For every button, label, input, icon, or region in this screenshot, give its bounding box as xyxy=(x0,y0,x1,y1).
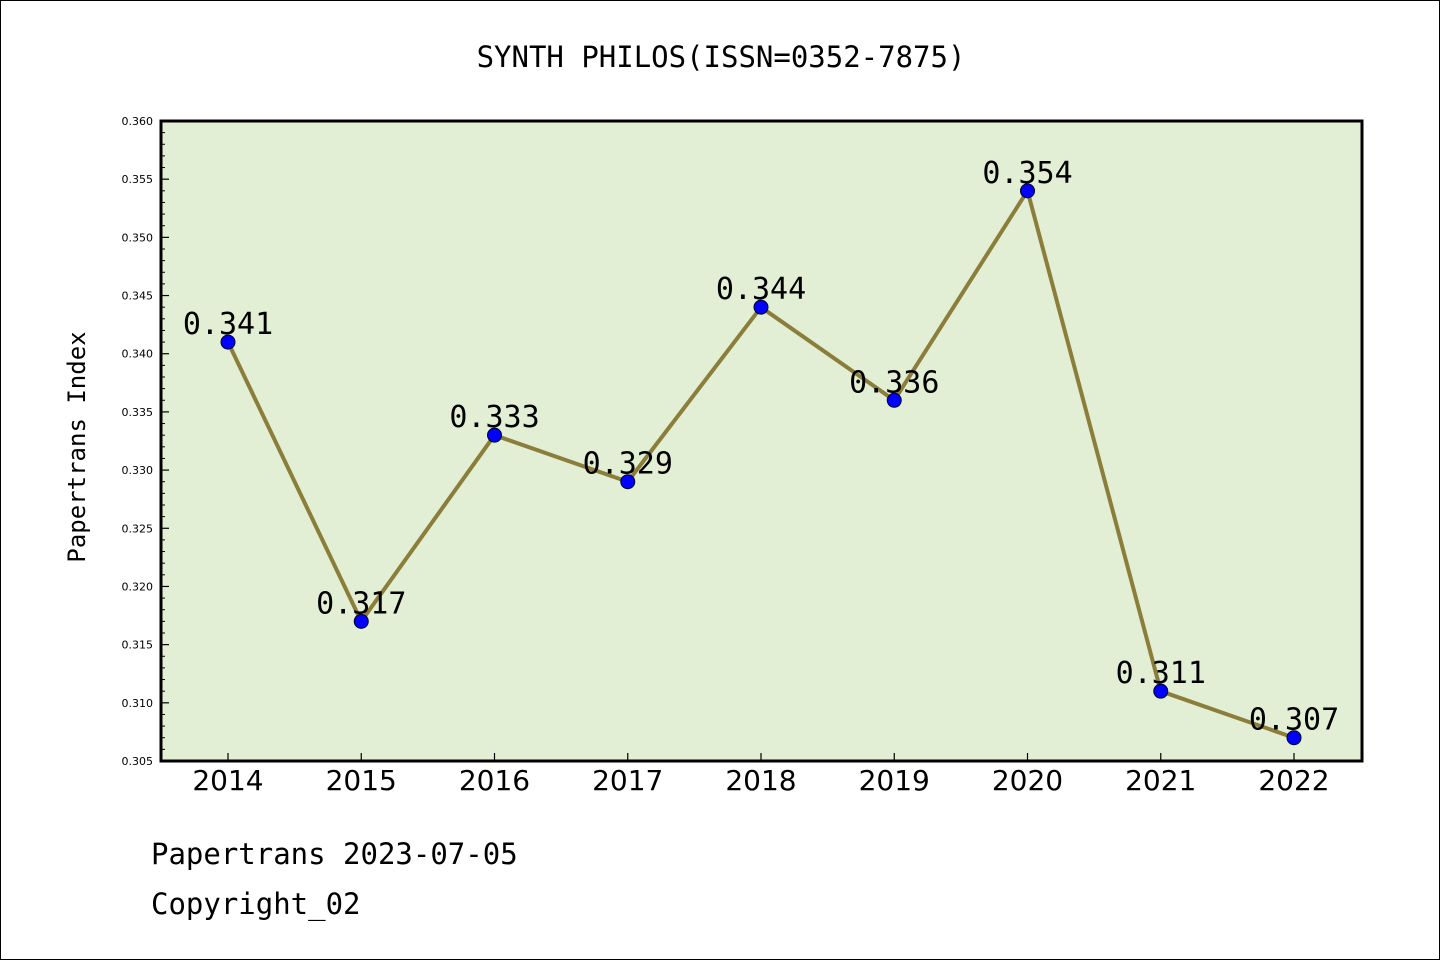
y-tick-label: 0.335 xyxy=(122,406,154,419)
y-tick-label: 0.345 xyxy=(122,290,154,303)
y-tick-label: 0.310 xyxy=(122,697,154,710)
footer-date: Papertrans 2023-07-05 xyxy=(151,837,518,871)
x-tick-label: 2021 xyxy=(1125,764,1196,797)
data-label: 0.341 xyxy=(183,307,273,342)
data-label: 0.354 xyxy=(982,156,1072,191)
y-tick-label: 0.305 xyxy=(122,755,154,768)
data-point xyxy=(620,474,636,490)
data-label: 0.329 xyxy=(583,447,673,482)
y-tick-label: 0.325 xyxy=(122,522,154,535)
x-tick-label: 2018 xyxy=(725,764,796,797)
x-tick-label: 2015 xyxy=(326,764,397,797)
data-label: 0.333 xyxy=(449,400,539,435)
data-point xyxy=(220,334,236,350)
x-tick-label: 2019 xyxy=(859,764,930,797)
x-tick-label: 2014 xyxy=(192,764,263,797)
y-tick-label: 0.330 xyxy=(122,464,154,477)
x-tick-label: 2016 xyxy=(459,764,530,797)
data-label: 0.344 xyxy=(716,272,806,307)
data-label: 0.317 xyxy=(316,586,406,621)
data-label: 0.336 xyxy=(849,365,939,400)
x-tick-label: 2017 xyxy=(592,764,663,797)
data-label: 0.311 xyxy=(1116,656,1206,691)
y-tick-label: 0.320 xyxy=(122,580,154,593)
chart-title: SYNTH PHILOS(ISSN=0352-7875) xyxy=(477,40,966,74)
y-tick-label: 0.350 xyxy=(122,231,154,244)
y-axis-label: Papertrans Index xyxy=(63,331,91,562)
y-tick-label: 0.340 xyxy=(122,348,154,361)
y-tick-label: 0.315 xyxy=(122,639,154,652)
y-tick-label: 0.360 xyxy=(122,115,154,128)
y-axis-ticks: 0.305 0.310 0.315 0.320 0.325 0.330 0.335 0.340… xyxy=(122,115,169,768)
data-point xyxy=(487,427,502,443)
data-point xyxy=(1286,730,1302,746)
footer-copyright: Copyright_02 xyxy=(151,887,361,921)
data-label: 0.307 xyxy=(1249,703,1339,738)
y-tick-label: 0.355 xyxy=(122,173,154,186)
x-tick-label: 2022 xyxy=(1258,764,1329,797)
data-labels: 0.341 0.317 0.333 0.329 0.344 0.336 0.354 0.311… xyxy=(183,156,1339,738)
plot-area xyxy=(159,119,1364,763)
data-point xyxy=(753,299,769,315)
x-axis-ticks: 2014 2015 2016 2017 2018 2019 2020 2021 2022 xyxy=(192,753,1330,797)
data-points xyxy=(220,183,1302,746)
data-point xyxy=(1020,183,1035,199)
data-point xyxy=(1153,683,1169,699)
data-point xyxy=(353,613,369,629)
data-point xyxy=(886,392,902,408)
x-tick-label: 2020 xyxy=(992,764,1063,797)
